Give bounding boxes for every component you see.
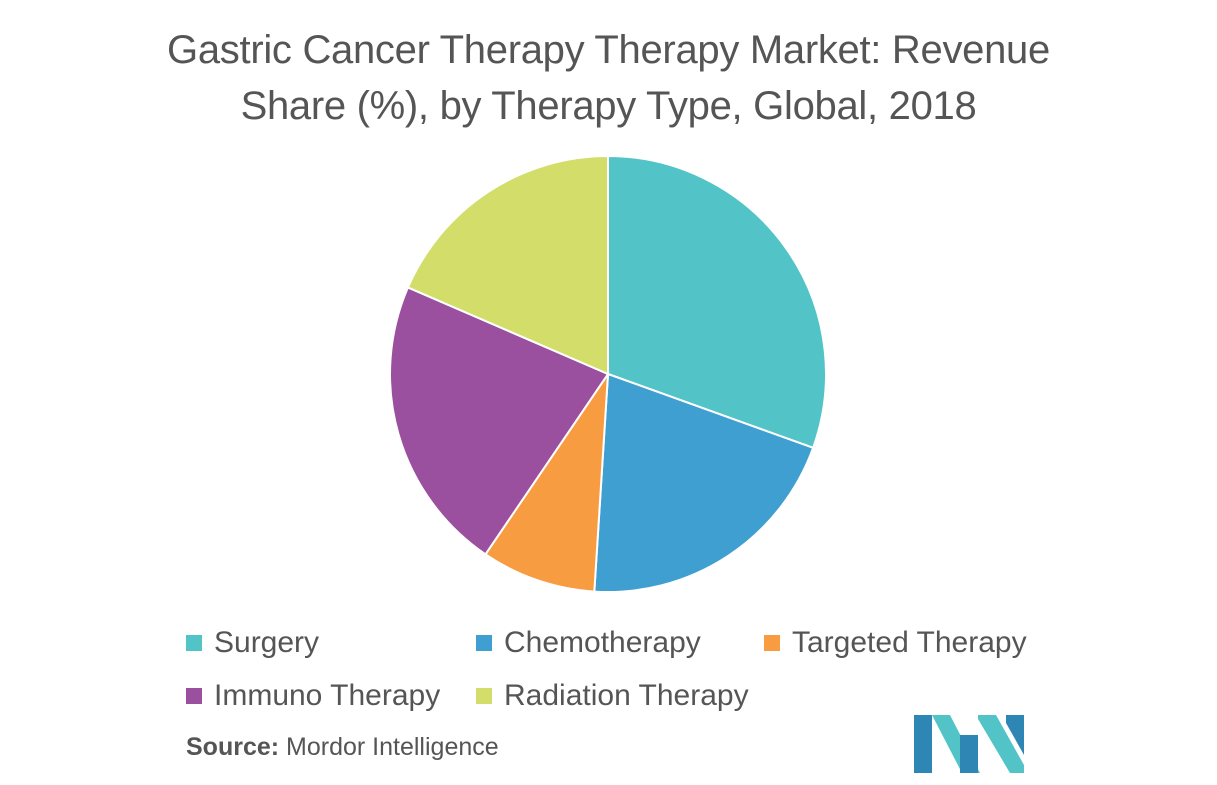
source-note: Source: Mordor Intelligence <box>186 733 499 762</box>
source-value: Mordor Intelligence <box>286 733 499 761</box>
logo-shape-4 <box>978 715 1024 773</box>
chart-title: Gastric Cancer Therapy Therapy Market: R… <box>0 22 1217 134</box>
pie-slice-chemotherapy <box>593 372 815 593</box>
pie-slice-radiation-therapy <box>406 154 609 376</box>
source-key: Source: <box>186 733 280 761</box>
pie-slices <box>389 154 827 593</box>
logo-shape-1 <box>914 715 932 773</box>
chart-title-line-1: Gastric Cancer Therapy Therapy Market: R… <box>167 28 1050 72</box>
logo-shape-5 <box>1006 715 1024 755</box>
pie-slice-targeted-therapy <box>484 370 610 593</box>
pie-slice-surgery <box>607 154 827 450</box>
logo-shape-3 <box>960 735 980 773</box>
pie-slice-immuno-therapy <box>389 286 610 556</box>
chart-title-line-2: Share (%), by Therapy Type, Global, 2018 <box>240 84 977 128</box>
mordor-intelligence-logo-icon <box>914 715 1024 773</box>
